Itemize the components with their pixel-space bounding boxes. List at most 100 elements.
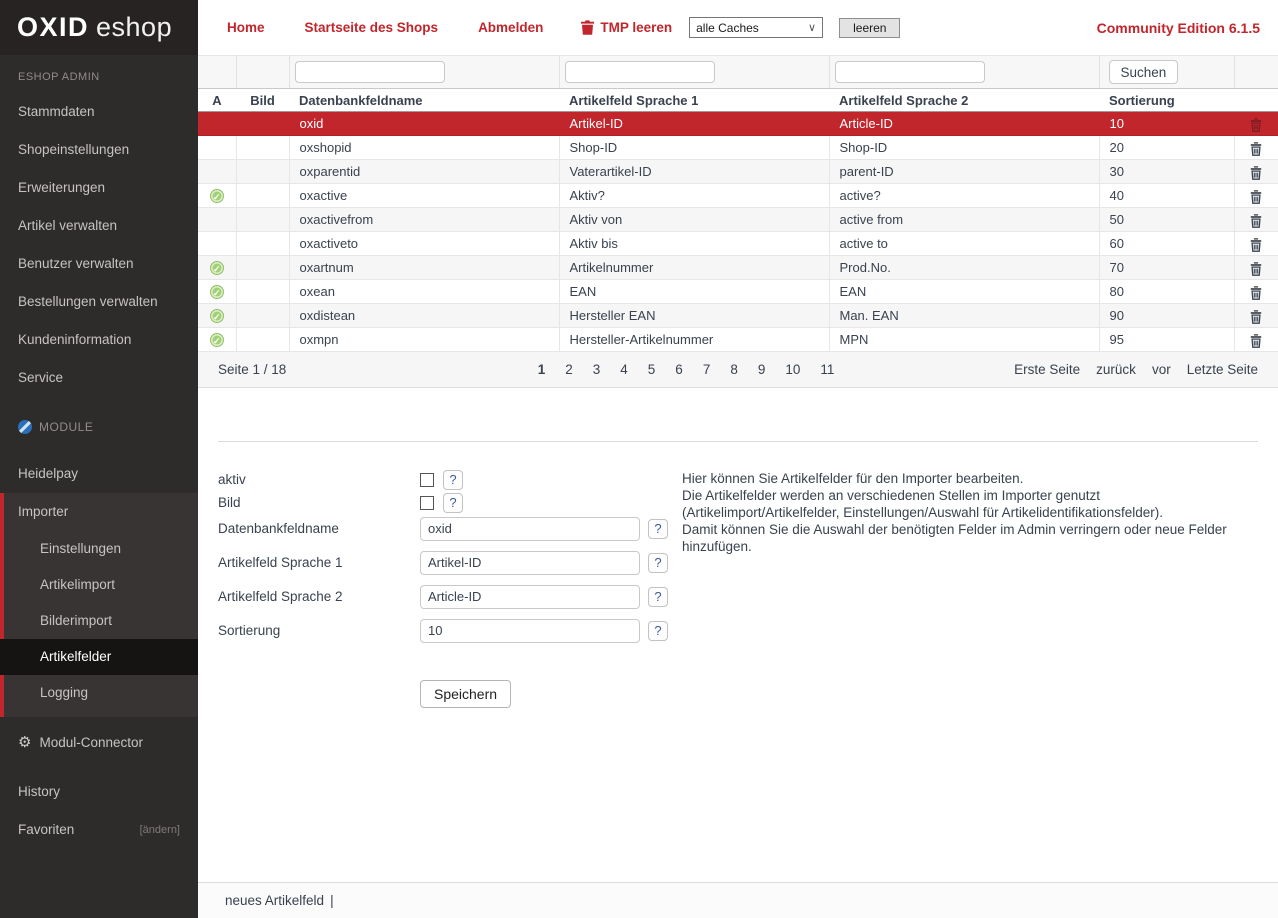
favoriten-edit-link[interactable]: [ändern] xyxy=(139,824,180,836)
delete-row-icon[interactable] xyxy=(1249,165,1263,180)
page-number-6[interactable]: 6 xyxy=(675,362,683,377)
help-button-lang1[interactable]: ? xyxy=(648,552,668,573)
save-button[interactable]: Speichern xyxy=(420,680,512,708)
page-number-1[interactable]: 1 xyxy=(537,362,546,377)
sidebar-item-einstellungen[interactable]: Einstellungen xyxy=(40,541,122,556)
delete-row-icon[interactable] xyxy=(1249,309,1263,324)
column-header-a[interactable]: A xyxy=(198,88,236,112)
tmp-clear-link[interactable]: TMP leeren xyxy=(581,20,672,35)
page-number-2[interactable]: 2 xyxy=(565,362,573,377)
form-fields: aktiv ? Bild ? Datenbankfeldname ? Artik… xyxy=(218,468,670,708)
nav-shop-start-link[interactable]: Startseite des Shops xyxy=(304,20,439,35)
delete-cell xyxy=(1234,159,1278,184)
search-button[interactable]: Suchen xyxy=(1108,60,1179,84)
section-divider xyxy=(218,441,1258,442)
help-button-db[interactable]: ? xyxy=(648,518,668,539)
sidebar-item-heidelpay[interactable]: Heidelpay xyxy=(18,466,79,481)
favoriten-label: Favoriten xyxy=(18,822,75,837)
page-number-3[interactable]: 3 xyxy=(592,362,601,377)
help-text: Hier können Sie Artikelfelder für den Im… xyxy=(682,468,1257,708)
delete-row-icon[interactable] xyxy=(1249,261,1263,276)
column-header-lang1[interactable]: Artikelfeld Sprache 1 xyxy=(559,88,829,112)
table-row[interactable]: ✓ oxdistean Hersteller EAN Man. EAN 90 xyxy=(198,303,1278,328)
table-row[interactable]: oxid Artikel-ID Article-ID 10 xyxy=(198,111,1278,136)
sidebar-item-bestellungen-verwalten[interactable]: Bestellungen verwalten xyxy=(18,294,158,309)
last-page-link[interactable]: Letzte Seite xyxy=(1186,362,1258,377)
table-row[interactable]: oxshopid Shop-ID Shop-ID 20 xyxy=(198,135,1278,160)
form-row-db: Datenbankfeldname ? xyxy=(218,514,670,543)
lang2-cell: Prod.No. xyxy=(829,255,1100,280)
sidebar-item-history[interactable]: History xyxy=(18,784,61,799)
sidebar-item-kundeninformation[interactable]: Kundeninformation xyxy=(18,332,132,347)
page-number-5[interactable]: 5 xyxy=(647,362,656,377)
help-button-lang2[interactable]: ? xyxy=(648,586,668,607)
page-number-4[interactable]: 4 xyxy=(620,362,628,377)
filter-input-lang2[interactable] xyxy=(834,61,985,83)
table-row[interactable]: ✓ oxean EAN EAN 80 xyxy=(198,279,1278,304)
active-cell: ✓ xyxy=(198,279,237,304)
forward-page-link[interactable]: vor xyxy=(1151,362,1171,377)
help-button-aktiv[interactable]: ? xyxy=(443,469,463,490)
table-row[interactable]: oxactivefrom Aktiv von active from 50 xyxy=(198,207,1278,232)
sidebar-item-service[interactable]: Service xyxy=(18,370,64,385)
table-row[interactable]: ✓ oxmpn Hersteller-Artikelnummer MPN 95 xyxy=(198,327,1278,352)
bild-checkbox[interactable] xyxy=(420,495,434,510)
delete-row-icon[interactable] xyxy=(1249,333,1263,348)
bild-cell xyxy=(236,111,290,136)
help-button-sort[interactable]: ? xyxy=(648,620,668,641)
db-field-input[interactable] xyxy=(420,516,640,541)
delete-row-icon[interactable] xyxy=(1249,213,1263,228)
delete-row-icon[interactable] xyxy=(1249,237,1263,252)
sort-field-input[interactable] xyxy=(420,618,640,643)
page-number-11[interactable]: 11 xyxy=(820,362,835,377)
sidebar-item-importer[interactable]: Importer xyxy=(18,504,69,519)
sidebar-item-bilderimport[interactable]: Bilderimport xyxy=(40,613,113,628)
lang2-cell: parent-ID xyxy=(829,159,1100,184)
first-page-link[interactable]: Erste Seite xyxy=(1014,362,1081,377)
lang1-cell: Artikelnummer xyxy=(559,255,830,280)
delete-row-icon[interactable] xyxy=(1249,141,1263,156)
filter-input-db[interactable] xyxy=(294,61,445,83)
sidebar-item-artikel-verwalten[interactable]: Artikel verwalten xyxy=(18,218,118,233)
column-header-db[interactable]: Datenbankfeldname xyxy=(289,88,559,112)
page-number-10[interactable]: 10 xyxy=(785,362,801,377)
sidebar-item-stammdaten[interactable]: Stammdaten xyxy=(18,104,95,119)
column-header-lang2[interactable]: Artikelfeld Sprache 2 xyxy=(829,88,1099,112)
nav-logout-link[interactable]: Abmelden xyxy=(478,20,544,35)
sidebar-item-erweiterungen[interactable]: Erweiterungen xyxy=(18,180,106,195)
nav-home-link[interactable]: Home xyxy=(227,20,265,35)
lang1-field-input[interactable] xyxy=(420,550,640,575)
filter-input-lang1[interactable] xyxy=(564,61,715,83)
cache-select[interactable]: alle Caches ∨ xyxy=(689,17,824,38)
sidebar-item-modul-connector[interactable]: ⚙ Modul-Connector xyxy=(0,725,198,759)
tmp-clear-label: TMP leeren xyxy=(600,20,673,35)
tmp-clear-group: TMP leeren alle Caches ∨ leeren xyxy=(581,0,901,55)
lang2-field-input[interactable] xyxy=(420,584,640,609)
table-row[interactable]: ✓ oxartnum Artikelnummer Prod.No. 70 xyxy=(198,255,1278,280)
aktiv-checkbox[interactable] xyxy=(420,472,434,487)
column-header-bild[interactable]: Bild xyxy=(236,88,289,112)
sidebar-item-artikelfelder[interactable]: Artikelfelder xyxy=(0,639,198,675)
delete-row-icon[interactable] xyxy=(1249,189,1263,204)
sidebar-item-artikelimport[interactable]: Artikelimport xyxy=(40,577,116,592)
page-number-7[interactable]: 7 xyxy=(702,362,711,377)
sidebar-item-logging[interactable]: Logging xyxy=(40,685,89,700)
new-article-field-link[interactable]: neues Artikelfeld xyxy=(225,893,325,908)
sidebar-item-shopeinstellungen[interactable]: Shopeinstellungen xyxy=(18,142,130,157)
page-number-8[interactable]: 8 xyxy=(730,362,738,377)
bild-cell xyxy=(236,303,290,328)
delete-cell xyxy=(1234,255,1278,280)
sidebar-item-benutzer-verwalten[interactable]: Benutzer verwalten xyxy=(18,256,134,271)
delete-row-icon[interactable] xyxy=(1249,117,1263,132)
back-page-link[interactable]: zurück xyxy=(1096,362,1136,377)
table-row[interactable]: oxparentid Vaterartikel-ID parent-ID 30 xyxy=(198,159,1278,184)
help-button-bild[interactable]: ? xyxy=(443,492,463,513)
sidebar-item-favoriten[interactable]: Favoriten [ändern] xyxy=(0,811,198,849)
table-row[interactable]: oxactiveto Aktiv bis active to 60 xyxy=(198,231,1278,256)
table-row[interactable]: ✓ oxactive Aktiv? active? 40 xyxy=(198,183,1278,208)
delete-row-icon[interactable] xyxy=(1249,285,1263,300)
cache-clear-button[interactable]: leeren xyxy=(839,17,901,38)
sort-field-label: Sortierung xyxy=(218,623,281,638)
page-number-9[interactable]: 9 xyxy=(757,362,766,377)
column-header-sort[interactable]: Sortierung xyxy=(1099,88,1234,112)
